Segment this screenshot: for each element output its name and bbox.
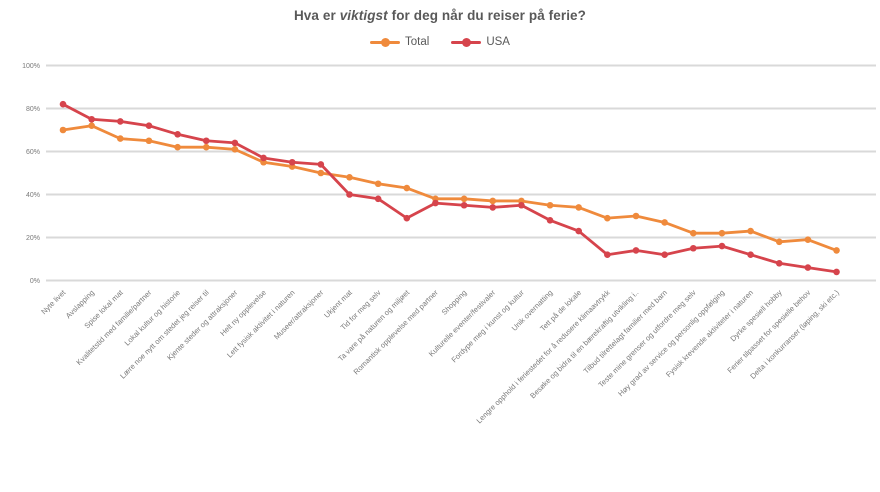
usa-data-point	[231, 139, 239, 147]
usa-data-point	[374, 195, 382, 203]
usa-data-point	[432, 199, 439, 207]
total-data-point	[403, 184, 411, 192]
usa-data-point	[117, 118, 124, 125]
chart-title-prefix: Hva er	[293, 8, 340, 23]
usa-data-point	[59, 100, 67, 108]
total-data-point	[833, 247, 840, 254]
total-data-point	[546, 201, 554, 209]
total-data-point	[575, 204, 582, 211]
x-axis-label: Dyrke spesiell hobby	[728, 288, 783, 343]
total-data-point	[231, 146, 239, 153]
y-axis-label-0: 0%	[30, 278, 40, 285]
x-axis-label: Lengre opphold i feriestedet for å redus…	[475, 288, 612, 425]
usa-data-point	[775, 260, 783, 267]
usa-data-point	[604, 251, 611, 258]
total-data-point	[804, 236, 812, 243]
usa-data-point	[489, 204, 497, 211]
usa-data-point	[661, 251, 668, 258]
total-data-point	[117, 135, 124, 142]
usa-data-point	[546, 217, 554, 224]
y-axis-label-40: 40%	[26, 192, 40, 199]
total-data-point	[59, 126, 67, 134]
legend-label-total: Total	[405, 36, 430, 48]
total-data-point	[747, 227, 754, 235]
y-axis-label-80: 80%	[26, 106, 40, 113]
total-line-marker-icon	[370, 37, 401, 47]
x-axis-label: Museer/attraksjoner	[272, 288, 326, 342]
usa-data-point	[174, 131, 181, 138]
usa-data-point	[346, 191, 353, 198]
chart-title-emphasis: viktigst	[339, 8, 388, 23]
total-data-point	[374, 180, 382, 188]
usa-data-point	[833, 268, 840, 276]
total-data-point	[690, 229, 697, 237]
total-data-point	[632, 212, 640, 220]
usa-data-point	[317, 161, 325, 168]
y-axis-label-20: 20%	[26, 235, 40, 242]
total-data-point	[604, 214, 611, 222]
x-axis-label: Shopping	[440, 288, 469, 317]
x-axis-label: Høy grad av service og personlig oppfølg…	[616, 288, 726, 398]
total-line	[61, 124, 838, 252]
total-data-point	[346, 174, 353, 181]
usa-data-point	[145, 122, 153, 129]
total-data-point	[661, 219, 668, 226]
usa-data-point	[575, 227, 582, 235]
usa-line	[61, 102, 838, 274]
usa-line-marker-icon	[451, 37, 482, 47]
total-data-point	[317, 169, 325, 177]
x-axis-label: Lokal kultur og historie	[123, 288, 182, 347]
usa-data-point	[403, 214, 411, 222]
total-data-point	[718, 229, 726, 237]
x-axis-label: Nyte livet	[39, 287, 68, 316]
usa-data-point	[747, 251, 754, 258]
y-axis-label-60: 60%	[26, 149, 40, 156]
usa-data-point	[690, 244, 697, 252]
legend-label-usa: USA	[486, 36, 510, 48]
usa-data-point	[518, 201, 525, 209]
legend-item-usa[interactable]: USA	[451, 36, 510, 48]
usa-data-point	[460, 201, 468, 209]
legend: Total USA	[0, 36, 880, 48]
usa-data-point	[718, 242, 726, 250]
total-data-point	[460, 195, 468, 203]
total-dot-icon	[381, 37, 391, 47]
usa-data-point	[88, 115, 95, 123]
usa-data-point	[288, 158, 296, 166]
chart-title: Hva er viktigst for deg når du reiser på…	[0, 8, 880, 23]
usa-data-point	[804, 264, 812, 271]
usa-dot-icon	[462, 37, 472, 47]
total-data-point	[202, 143, 210, 151]
total-data-point	[145, 137, 153, 145]
total-data-point	[88, 122, 95, 129]
usa-data-point	[260, 154, 267, 162]
usa-data-point	[202, 137, 210, 145]
total-data-point	[775, 238, 783, 246]
total-data-point	[489, 197, 497, 205]
chart-title-suffix: for deg når du reiser på ferie?	[387, 8, 587, 23]
legend-item-total[interactable]: Total	[370, 36, 429, 48]
total-data-point	[174, 143, 181, 151]
usa-data-point	[632, 247, 640, 254]
y-axis-label-100: 100%	[22, 63, 40, 70]
